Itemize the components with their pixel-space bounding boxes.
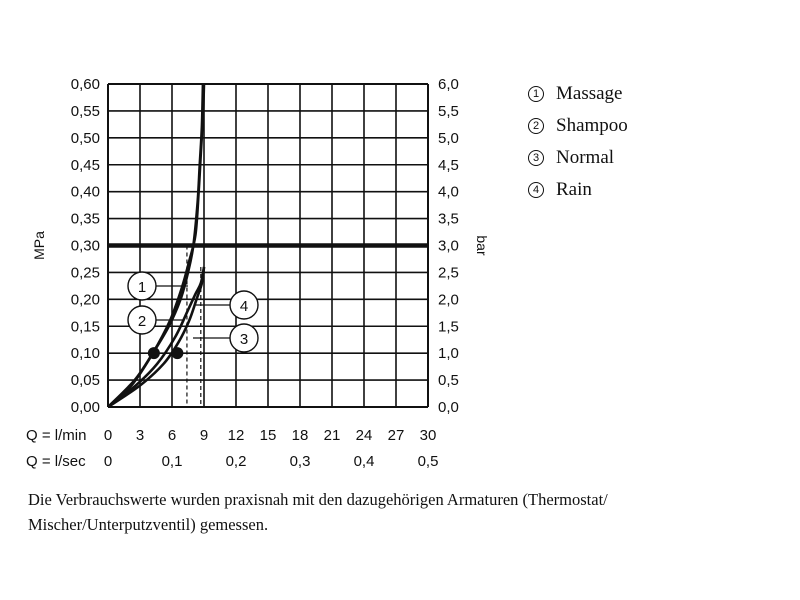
legend-item-rain: 4 Rain bbox=[528, 174, 628, 206]
y-tick-label-left: 0,25 bbox=[71, 264, 100, 281]
data-points bbox=[147, 347, 184, 360]
y-tick-label-right: 1,5 bbox=[438, 318, 459, 335]
y-tick-label-right: 5,0 bbox=[438, 130, 459, 147]
y-tick-label-right: 3,0 bbox=[438, 238, 459, 255]
x-tick-label-secondary: 0,2 bbox=[226, 453, 247, 470]
x-tick-label-primary: 12 bbox=[228, 427, 245, 444]
x-tick-label-secondary: 0,4 bbox=[354, 453, 375, 470]
y-tick-label-right: 6,0 bbox=[438, 76, 459, 93]
y-tick-label-right: 0,5 bbox=[438, 372, 459, 389]
y-tick-label-left: 0,30 bbox=[71, 238, 100, 255]
series-line-4 bbox=[107, 266, 206, 409]
x-axis-title-primary: Q = l/min bbox=[26, 427, 86, 444]
callout-label-4: 4 bbox=[240, 298, 248, 315]
callout-circle bbox=[127, 271, 157, 301]
legend-label: Shampoo bbox=[556, 115, 628, 136]
y-tick-label-left: 0,20 bbox=[71, 291, 100, 308]
x-tick-label-primary: 21 bbox=[324, 427, 341, 444]
x-tick-label-primary: 30 bbox=[420, 427, 437, 444]
x-tick-label-secondary: 0 bbox=[104, 453, 112, 470]
y-tick-label-right: 0,0 bbox=[438, 399, 459, 416]
callout-label-2: 2 bbox=[138, 313, 146, 330]
data-point bbox=[147, 347, 160, 360]
y-tick-label-right: 4,5 bbox=[438, 157, 459, 174]
legend-label: Rain bbox=[556, 179, 592, 200]
legend-number: 4 bbox=[528, 182, 544, 198]
legend-item-normal: 3 Normal bbox=[528, 142, 628, 174]
y-tick-label-right: 2,5 bbox=[438, 264, 459, 281]
callout-label-1: 1 bbox=[138, 279, 146, 296]
y-tick-label-left: 0,05 bbox=[71, 372, 100, 389]
x-tick-label-secondary: 0,5 bbox=[418, 453, 439, 470]
callout-label-3: 3 bbox=[240, 331, 248, 348]
x-tick-label-primary: 9 bbox=[200, 427, 208, 444]
x-tick-label-secondary: 0,1 bbox=[162, 453, 183, 470]
x-tick-label-primary: 15 bbox=[260, 427, 277, 444]
y-tick-label-right: 3,5 bbox=[438, 211, 459, 228]
legend: 1 Massage 2 Shampoo 3 Normal 4 Rain bbox=[528, 78, 628, 206]
x-tick-label-primary: 6 bbox=[168, 427, 176, 444]
callout-circle bbox=[229, 323, 259, 353]
y-tick-label-left: 0,35 bbox=[71, 211, 100, 228]
x-axis-title-secondary: Q = l/sec bbox=[26, 453, 86, 470]
legend-item-shampoo: 2 Shampoo bbox=[528, 110, 628, 142]
y-tick-label-left: 0,55 bbox=[71, 103, 100, 120]
y-tick-label-left: 0,40 bbox=[71, 184, 100, 201]
chart-caption: Die Verbrauchswerte wurden praxisnah mit… bbox=[28, 490, 608, 534]
curve-labels: 1 2 3 4 bbox=[127, 271, 259, 353]
y-tick-label-right: 4,0 bbox=[438, 184, 459, 201]
tick-labels: 0,000,050,100,150,200,250,300,350,400,45… bbox=[71, 76, 459, 470]
legend-item-massage: 1 Massage bbox=[528, 78, 628, 110]
data-point bbox=[171, 347, 184, 360]
y-tick-label-right: 2,0 bbox=[438, 291, 459, 308]
y-tick-label-left: 0,45 bbox=[71, 157, 100, 174]
legend-number: 3 bbox=[528, 150, 544, 166]
x-tick-label-primary: 0 bbox=[104, 427, 112, 444]
y-tick-label-left: 0,10 bbox=[71, 345, 100, 362]
y-tick-label-left: 0,15 bbox=[71, 318, 100, 335]
y-tick-label-left: 0,60 bbox=[71, 76, 100, 93]
y-axis-title-right: bar bbox=[474, 235, 490, 256]
y-tick-label-right: 5,5 bbox=[438, 103, 459, 120]
legend-number: 1 bbox=[528, 86, 544, 102]
legend-label: Normal bbox=[556, 147, 615, 168]
legend-label: Massage bbox=[556, 83, 623, 104]
y-tick-label-left: 0,00 bbox=[71, 399, 100, 416]
x-tick-label-primary: 3 bbox=[136, 427, 144, 444]
y-tick-label-right: 1,0 bbox=[438, 345, 459, 362]
series-line-2 bbox=[107, 83, 206, 408]
y-axis-title-left: MPa bbox=[31, 231, 47, 260]
x-tick-label-primary: 24 bbox=[356, 427, 373, 444]
callout-circle bbox=[229, 290, 259, 320]
x-tick-label-primary: 27 bbox=[388, 427, 405, 444]
y-tick-label-left: 0,50 bbox=[71, 130, 100, 147]
x-tick-label-primary: 18 bbox=[292, 427, 309, 444]
callout-circle bbox=[127, 305, 157, 335]
x-tick-label-secondary: 0,3 bbox=[290, 453, 311, 470]
series-curves bbox=[107, 83, 206, 409]
legend-number: 2 bbox=[528, 118, 544, 134]
